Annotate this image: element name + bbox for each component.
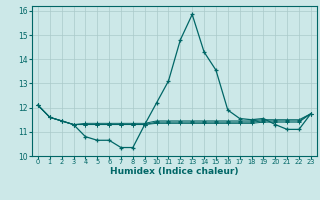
X-axis label: Humidex (Indice chaleur): Humidex (Indice chaleur) [110,167,239,176]
